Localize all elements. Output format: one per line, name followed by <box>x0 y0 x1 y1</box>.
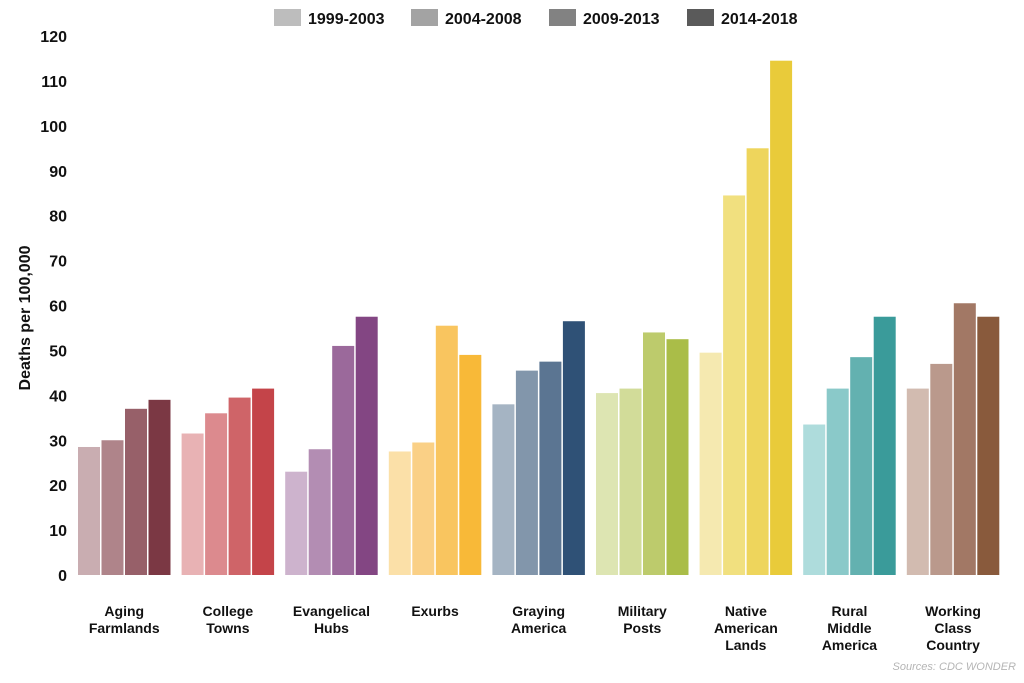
bar <box>977 316 1000 575</box>
y-tick-label: 40 <box>49 388 67 405</box>
bar <box>78 446 100 575</box>
bar <box>539 361 562 575</box>
legend-label: 2004-2008 <box>445 11 522 28</box>
bar <box>285 471 308 575</box>
y-tick-label: 20 <box>49 478 67 495</box>
legend-swatch <box>411 9 438 26</box>
bar <box>596 393 618 575</box>
y-tick-label: 0 <box>58 568 67 585</box>
bar <box>746 148 769 575</box>
bar <box>953 303 976 575</box>
bar <box>770 60 793 576</box>
bar <box>850 357 873 575</box>
bar <box>388 451 411 575</box>
bar <box>412 442 435 575</box>
category-label: America <box>511 620 566 636</box>
category-label: College <box>203 603 254 619</box>
category-label: Working <box>925 603 981 619</box>
category-label: America <box>822 637 877 653</box>
bar <box>723 195 746 575</box>
y-tick-label: 10 <box>49 523 67 540</box>
bar <box>643 332 665 575</box>
bar <box>803 424 826 575</box>
bar <box>826 388 849 575</box>
category-label: Posts <box>623 620 661 636</box>
bar <box>355 316 378 575</box>
category-label: Class <box>934 620 972 636</box>
category-label: Evangelical <box>293 603 370 619</box>
category-label: Graying <box>512 603 565 619</box>
category-label: Native <box>725 603 767 619</box>
legend-swatch <box>687 9 714 26</box>
y-tick-label: 80 <box>49 209 67 226</box>
bar <box>930 363 953 575</box>
bar <box>148 399 171 575</box>
bar <box>459 354 482 575</box>
bar <box>873 316 896 575</box>
bar <box>435 325 458 575</box>
legend-label: 2009-2013 <box>583 11 660 28</box>
y-tick-label: 60 <box>49 299 67 316</box>
legend-swatch <box>274 9 301 26</box>
bar <box>699 352 722 575</box>
category-label: Towns <box>206 620 250 636</box>
bar <box>252 388 275 575</box>
y-tick-label: 30 <box>49 433 67 450</box>
category-label: Hubs <box>314 620 349 636</box>
bar <box>308 449 331 575</box>
y-tick-label: 110 <box>41 74 67 91</box>
y-axis-title: Deaths per 100,000 <box>17 245 34 390</box>
legend: 1999-2003 2004-2008 2009-2013 2014-2018 <box>274 9 798 28</box>
y-tick-label: 120 <box>40 29 67 46</box>
y-tick-label: 100 <box>40 119 67 136</box>
y-tick-label: 90 <box>49 164 67 181</box>
bar <box>228 397 251 575</box>
bar <box>101 440 124 575</box>
legend-label: 2014-2018 <box>721 11 798 28</box>
bar <box>666 339 689 575</box>
bar <box>906 388 929 575</box>
bar <box>515 370 538 575</box>
category-label: Farmlands <box>89 620 160 636</box>
category-label: Middle <box>827 620 872 636</box>
category-label: Military <box>618 603 667 619</box>
category-label: Country <box>926 637 980 653</box>
legend-swatch <box>549 9 576 26</box>
bar <box>205 413 228 575</box>
source-note: Sources: CDC WONDER <box>893 661 1017 673</box>
category-label: American <box>714 620 778 636</box>
bar <box>332 345 355 575</box>
bars <box>78 60 1000 576</box>
category-label: Aging <box>104 603 144 619</box>
y-tick-label: 50 <box>49 343 67 360</box>
bar <box>181 433 204 575</box>
bar <box>562 321 585 575</box>
category-label: Exurbs <box>411 603 459 619</box>
y-axis: 0 10 20 30 40 50 60 70 80 90 100 110 120 <box>40 29 67 585</box>
category-label: Rural <box>832 603 868 619</box>
bar <box>492 404 515 575</box>
category-label: Lands <box>725 637 766 653</box>
bar <box>619 388 642 575</box>
bar <box>125 408 147 575</box>
y-tick-label: 70 <box>49 254 67 271</box>
legend-label: 1999-2003 <box>308 11 385 28</box>
